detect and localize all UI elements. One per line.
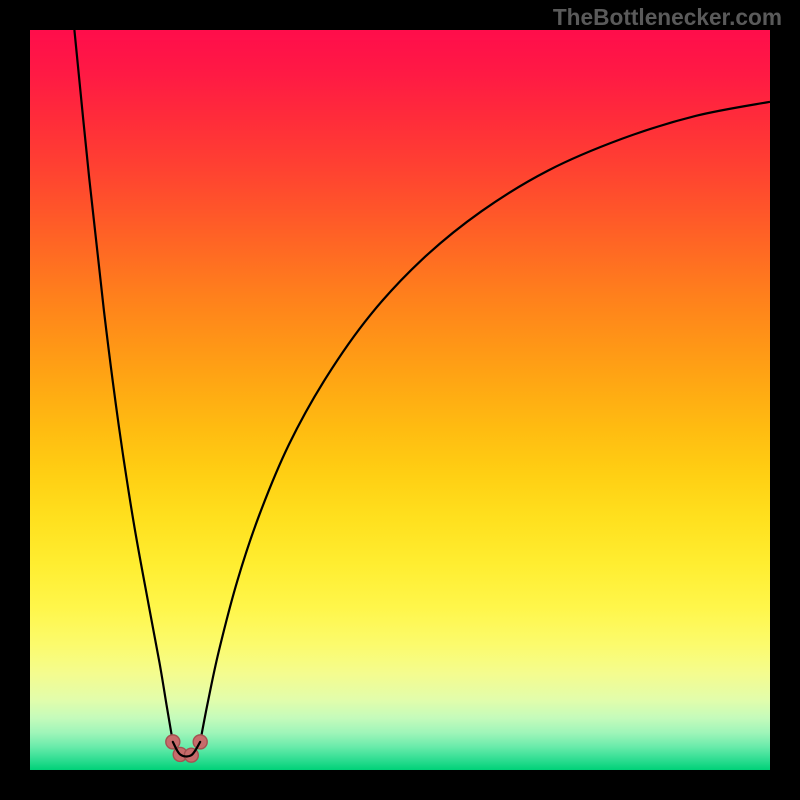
chart-stage: TheBottlenecker.com: [0, 0, 800, 800]
curve-right: [200, 102, 770, 742]
curve-left: [74, 30, 172, 742]
plot-frame: [30, 30, 770, 770]
watermark-text: TheBottlenecker.com: [553, 4, 782, 31]
marker-group: [166, 735, 207, 762]
curve-layer: [30, 30, 770, 770]
